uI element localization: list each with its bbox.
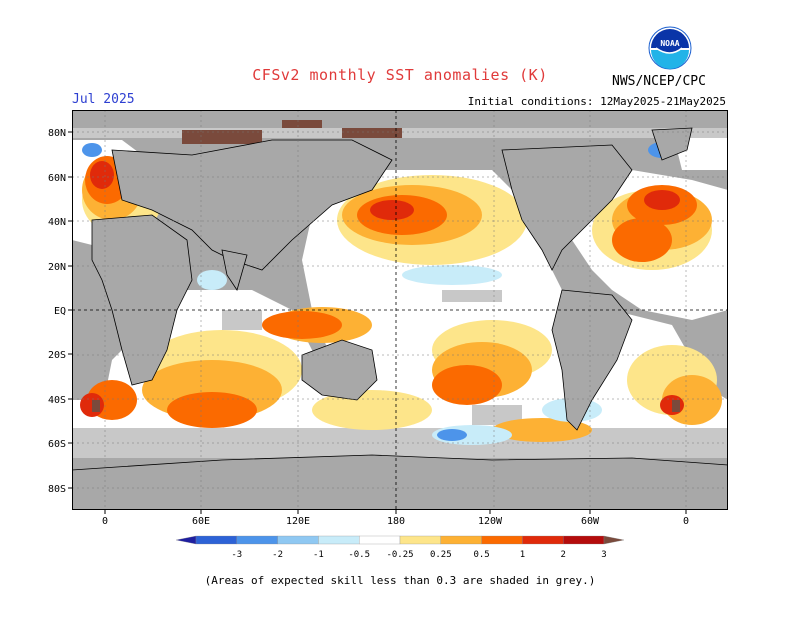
- initial-conditions-label: Initial conditions: 12May2025-21May2025: [467, 95, 726, 108]
- map-axes: 80N 60N 40N 20N EQ 20S 40S 60S 80S 0 60E 120E 180 12…: [48, 128, 689, 527]
- colorbar-swatch: [399, 535, 441, 545]
- lat-tick-label: 20S: [48, 350, 66, 361]
- noaa-logo: NOAA: [648, 26, 692, 70]
- sst-anomaly-map: [72, 110, 728, 510]
- lon-tick-label: 180: [387, 516, 405, 527]
- map-frame: [72, 110, 728, 510]
- logo-text: NOAA: [660, 39, 679, 48]
- colorbar-label: -2: [272, 550, 283, 560]
- colorbar-label: -0.5: [348, 550, 370, 560]
- colorbar-swatch: [175, 535, 197, 545]
- colorbar-swatch: [603, 535, 625, 545]
- colorbar-swatch: [318, 535, 360, 545]
- colorbar-label: -3: [231, 550, 242, 560]
- colorbar-swatch: [277, 535, 319, 545]
- lat-tick-label: 60N: [48, 173, 66, 184]
- colorbar-label: -0.25: [386, 550, 413, 560]
- colorbar-swatch: [236, 535, 278, 545]
- valid-month-label: Jul 2025: [72, 92, 135, 107]
- lat-tick-label: 80N: [48, 128, 66, 139]
- lat-tick-label: 60S: [48, 439, 66, 450]
- lon-tick-label: 120E: [286, 516, 310, 527]
- lon-tick-label: 120W: [478, 516, 503, 527]
- lat-tick-label: 80S: [48, 484, 66, 495]
- colorbar-swatch: [359, 535, 401, 545]
- lat-tick-label: 40N: [48, 217, 66, 228]
- lon-tick-label: 0: [683, 516, 689, 527]
- colorbar-swatch: [440, 535, 482, 545]
- chart-title: CFSv2 monthly SST anomalies (K): [252, 66, 548, 84]
- lon-tick-label: 0: [102, 516, 108, 527]
- footnote: (Areas of expected skill less than 0.3 a…: [204, 574, 596, 587]
- anomaly-brown: [92, 120, 680, 412]
- colorbar-label: 0.5: [473, 550, 489, 560]
- colorbar-label: 3: [601, 550, 606, 560]
- lat-tick-label: EQ: [54, 306, 66, 317]
- coastlines: [72, 127, 728, 510]
- lat-tick-label: 40S: [48, 395, 66, 406]
- colorbar-swatch: [522, 535, 564, 545]
- colorbar-swatch: [195, 535, 237, 545]
- colorbar-label: 2: [560, 550, 565, 560]
- agency-label: NWS/NCEP/CPC: [612, 74, 706, 89]
- colorbar: -3 -2 -1 -0.5 -0.25 0.25 0.5 1 2 3: [175, 535, 625, 560]
- colorbar-swatch: [563, 535, 605, 545]
- lon-tick-label: 60E: [192, 516, 210, 527]
- lat-tick-label: 20N: [48, 262, 66, 273]
- colorbar-label: 1: [520, 550, 525, 560]
- colorbar-swatch: [481, 535, 523, 545]
- lon-tick-label: 60W: [581, 516, 600, 527]
- equator-dateline: [72, 110, 728, 510]
- colorbar-label: -1: [313, 550, 324, 560]
- colorbar-label: 0.25: [430, 550, 452, 560]
